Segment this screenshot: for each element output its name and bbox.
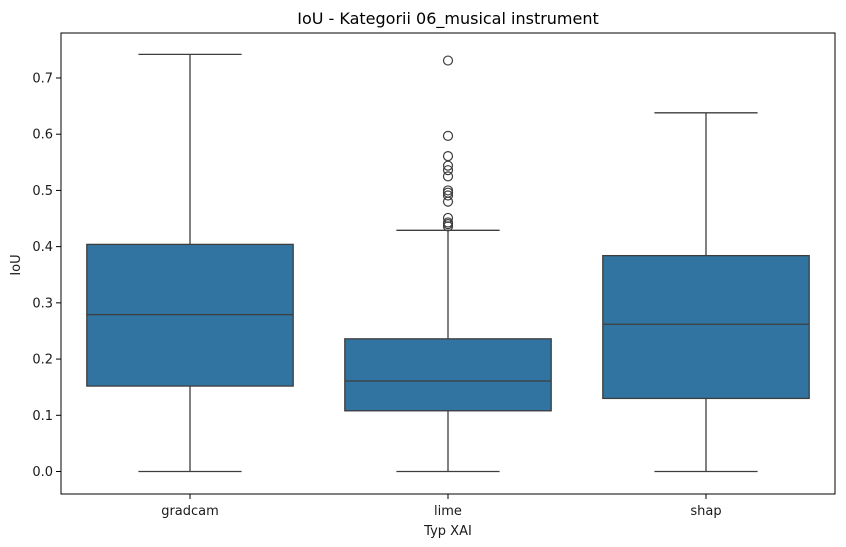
- outlier-point: [442, 151, 454, 162]
- chart-title: IoU - Kategorii 06_musical instrument: [297, 9, 599, 29]
- outlier-point: [442, 190, 454, 201]
- x-tick-label: gradcam: [161, 504, 219, 519]
- outlier-point: [442, 160, 454, 171]
- x-axis-title: Typ XAI: [423, 524, 472, 539]
- outlier-point: [442, 130, 454, 141]
- box-lime: [344, 338, 552, 412]
- y-tick-label: 0.1: [32, 409, 53, 424]
- y-tick-label: 0.2: [32, 353, 53, 368]
- y-tick-label: 0.5: [32, 184, 53, 199]
- box-shap: [602, 254, 810, 400]
- x-tick-label: lime: [434, 504, 462, 519]
- outlier-point: [442, 55, 454, 66]
- outlier-point: [442, 221, 454, 232]
- plot-area: 0.0 0.1 0.2 0.3 0.4 0.5 0.6 0.7 gradcam lime shap: [32, 32, 836, 519]
- x-tick-label: shap: [690, 504, 721, 519]
- axes-frame: [60, 32, 836, 495]
- outlier-point: [442, 165, 454, 176]
- outlier-point: [442, 171, 454, 182]
- outlier-point: [442, 196, 454, 207]
- y-tick-label: 0.4: [32, 240, 53, 255]
- y-tick-label: 0.3: [32, 296, 53, 311]
- y-tick-label: 0.6: [32, 128, 53, 143]
- y-axis-title: IoU: [9, 254, 24, 275]
- y-tick-label: 0.0: [32, 465, 53, 480]
- y-tick-label: 0.7: [32, 71, 53, 86]
